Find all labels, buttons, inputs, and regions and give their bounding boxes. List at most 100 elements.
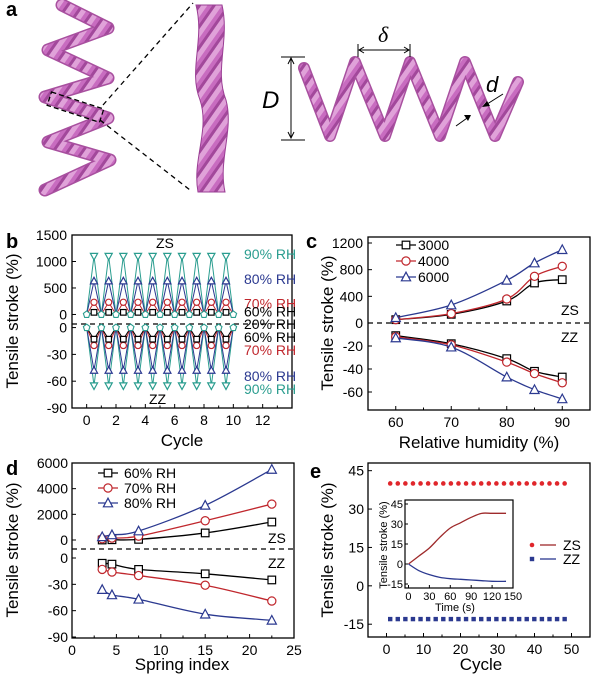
data-point-e	[433, 616, 438, 622]
data-point-d	[200, 516, 210, 526]
data-point-b	[193, 308, 201, 316]
series-label-zz: 60% RH	[244, 329, 296, 345]
y-tick-label-c: -60	[343, 384, 363, 400]
inset-y-axis-title: Tensile stroke (%)	[378, 501, 390, 588]
x-b-tick-label: 12	[255, 412, 271, 428]
data-point-e	[448, 616, 454, 622]
data-point-b	[119, 298, 128, 306]
baseline-point-b	[97, 310, 106, 319]
x-d-tick-label: 10	[153, 642, 169, 658]
helix-fiber-illustration	[38, 0, 194, 197]
baseline-point-b	[214, 323, 223, 332]
legend-marker	[401, 240, 411, 250]
y-tick-label-d: -60	[48, 603, 68, 619]
data-point-b	[178, 341, 186, 350]
x-b-tick-label: 6	[171, 412, 179, 428]
inset-y-tick-label: 0	[397, 559, 403, 571]
data-point-e	[486, 616, 492, 622]
legend-label: 70% RH	[124, 480, 176, 496]
data-point-b	[90, 298, 98, 306]
panel-a: a D	[6, 0, 524, 197]
data-point-e	[509, 616, 514, 622]
legend-label: 60% RH	[124, 465, 176, 481]
data-point-d	[132, 524, 145, 536]
x-axis-title-d: Spring index	[135, 655, 230, 674]
data-point-b	[222, 308, 230, 316]
data-point-b	[207, 298, 216, 306]
data-point-b	[177, 276, 187, 285]
data-point-b	[221, 276, 231, 285]
data-point-b	[221, 252, 231, 262]
y-tick-label-e: -15	[344, 616, 364, 632]
y-tick-label-d: 0	[60, 532, 68, 548]
data-point-b	[177, 365, 187, 374]
data-point-b	[119, 335, 127, 343]
data-point-e	[463, 481, 469, 486]
inset-frame	[404, 499, 514, 589]
data-point-b	[134, 335, 142, 343]
data-point-b	[105, 308, 113, 316]
x-d-tick-label: 5	[113, 642, 121, 658]
zs-label-b: ZS	[156, 235, 174, 251]
data-point-e	[554, 481, 560, 486]
data-point-d	[107, 567, 117, 577]
data-point-c	[445, 298, 457, 310]
x-e-tick-label: 30	[490, 641, 506, 657]
data-point-b	[177, 382, 187, 391]
baseline-point-b	[185, 323, 194, 332]
data-point-b	[134, 298, 142, 306]
data-point-e	[486, 481, 492, 486]
data-point-b	[148, 252, 158, 262]
data-point-e	[471, 616, 476, 622]
data-point-e	[387, 481, 393, 486]
data-point-b	[133, 365, 143, 374]
data-point-b	[162, 252, 172, 262]
data-point-c	[502, 357, 512, 367]
panel-label-c: c	[306, 231, 317, 253]
y-tick-label-d: 6000	[37, 455, 68, 471]
zz-label-b: ZZ	[149, 391, 167, 407]
x-d-tick-label: 0	[68, 642, 76, 658]
baseline-point-b	[170, 323, 179, 332]
baseline-point-b	[185, 310, 194, 319]
baseline-point-b	[97, 323, 106, 332]
x-d-tick-label: 15	[197, 642, 213, 658]
data-point-b	[90, 308, 98, 316]
data-point-b	[192, 252, 202, 262]
series-line-d	[102, 562, 272, 581]
data-point-c	[556, 243, 568, 255]
x-b-tick-label: 0	[83, 412, 91, 428]
data-point-b	[104, 276, 114, 285]
baseline-point-b	[156, 310, 164, 319]
data-point-b	[193, 335, 201, 343]
legend-marker	[400, 270, 412, 282]
inset-x-axis-title: Time (s)	[435, 602, 475, 614]
data-point-b	[134, 308, 142, 316]
baseline-point-b	[141, 323, 150, 332]
inset-x-tick-label: 60	[444, 591, 456, 603]
y-tick-label-d: 4000	[37, 481, 68, 497]
data-point-b	[177, 252, 187, 262]
inset-y-tick-label: 30	[391, 519, 403, 531]
data-point-e	[388, 616, 393, 622]
data-point-b	[162, 276, 172, 285]
fiber-diameter-label: d	[486, 72, 499, 97]
x-b-tick-label: 10	[226, 412, 242, 428]
data-point-b	[90, 341, 98, 350]
y-tick-label-b: 1500	[36, 227, 67, 243]
data-point-e	[494, 481, 499, 486]
data-point-b	[192, 298, 201, 306]
data-point-e	[410, 481, 416, 486]
data-point-e	[524, 481, 530, 486]
data-point-b	[192, 365, 202, 374]
x-c-tick-label: 80	[499, 414, 515, 430]
data-point-b	[104, 252, 114, 262]
data-point-b	[207, 341, 216, 350]
y-tick-label-b: 0	[59, 320, 67, 336]
data-point-b	[148, 341, 157, 350]
data-point-d	[133, 570, 144, 581]
zs-label-d: ZS	[268, 530, 286, 546]
